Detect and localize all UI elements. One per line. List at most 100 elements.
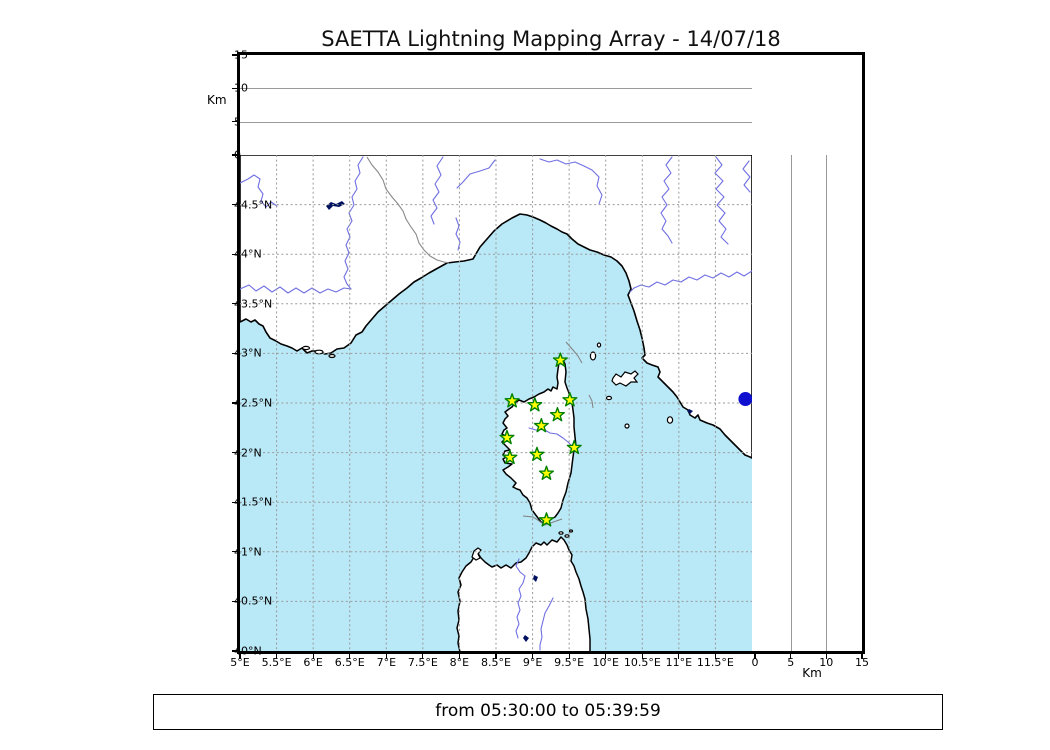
river-arno xyxy=(629,270,752,293)
river-sardinia-1 xyxy=(515,558,526,639)
latitude-tick-mark xyxy=(232,600,237,602)
altitude-tick-label: 5 xyxy=(787,656,795,669)
island-giglio xyxy=(666,416,674,424)
longitude-tick-label: 10.5°E xyxy=(623,656,661,669)
altitude-tick-label: 0 xyxy=(751,656,759,669)
longitude-tick-mark xyxy=(276,654,278,659)
river-var xyxy=(455,217,461,251)
latitude-tick-mark xyxy=(232,303,237,305)
island-montecristo xyxy=(624,423,630,429)
longitude-tick-label: 7.5°E xyxy=(407,656,438,669)
river-italy-2 xyxy=(539,158,603,205)
top-panel-km-label: Km xyxy=(207,93,227,107)
longitude-tick-label: 10°E xyxy=(592,656,619,669)
latitude-tick-mark xyxy=(232,650,237,652)
longitude-tick-label: 7°E xyxy=(376,656,397,669)
longitude-tick-label: 9°E xyxy=(522,656,543,669)
island-pianosa xyxy=(605,395,613,401)
river-italy-3 xyxy=(660,156,673,244)
river-italy-4 xyxy=(714,156,729,245)
river-france-4 xyxy=(430,156,444,225)
altitude-tick-label: 5 xyxy=(234,115,241,129)
figure-title: SAETTA Lightning Mapping Array - 14/07/1… xyxy=(321,27,781,51)
longitude-tick-label: 8.5°E xyxy=(481,656,511,669)
altitude-tick-mark xyxy=(825,654,827,659)
latitude-tick-mark xyxy=(232,452,237,454)
latitude-tick-mark xyxy=(232,551,237,553)
latitude-tick-label: 44°N xyxy=(234,247,262,261)
latitude-tick-label: 41.5°N xyxy=(234,495,273,509)
longitude-tick-mark xyxy=(422,654,424,659)
station-star-marker xyxy=(533,417,549,433)
altitude-gridline xyxy=(240,88,752,90)
lake-serre-poncon xyxy=(326,201,345,210)
latitude-tick-label: 43.5°N xyxy=(234,297,273,311)
longitude-tick-mark xyxy=(678,654,680,659)
longitude-tick-mark xyxy=(714,654,716,659)
altitude-gridline xyxy=(826,155,828,651)
longitude-tick-mark xyxy=(349,654,351,659)
altitude-tick-mark xyxy=(232,154,237,156)
longitude-tick-label: 5.5°E xyxy=(261,656,292,669)
station-star-marker xyxy=(552,352,568,367)
latitude-tick-label: 43°N xyxy=(234,346,262,360)
longitude-tick-label: 9.5°E xyxy=(554,656,585,669)
altitude-tick-mark xyxy=(861,654,863,659)
river-italy-5 xyxy=(742,160,751,193)
altitude-tick-mark xyxy=(754,654,756,659)
corner-panel xyxy=(752,52,865,158)
island-gorgona xyxy=(596,342,602,348)
longitude-tick-mark xyxy=(641,654,643,659)
latitude-tick-label: 40.5°N xyxy=(234,594,273,608)
altitude-tick-label: 10 xyxy=(819,656,834,669)
sea-line-bonifacio xyxy=(522,515,563,526)
latitude-tick-label: 40°N xyxy=(234,644,262,658)
altitude-gridline xyxy=(240,121,752,123)
latitude-tick-label: 42°N xyxy=(234,446,262,460)
map-canvas xyxy=(240,155,752,651)
island-hyeres-3 xyxy=(328,353,336,359)
maritime-lines xyxy=(522,341,594,526)
river-lines xyxy=(240,156,752,651)
altitude-tick-label: 0 xyxy=(234,148,241,162)
island-maddalena-3 xyxy=(568,529,574,533)
station-star-marker xyxy=(538,465,555,480)
latitude-tick-label: 44.5°N xyxy=(234,198,273,212)
lake-sardinia-2 xyxy=(523,635,529,642)
station-star-marker xyxy=(538,512,555,527)
station-star-marker xyxy=(502,449,518,465)
river-france-3 xyxy=(240,284,352,294)
altitude-gridline xyxy=(790,155,792,651)
island-hyeres-1 xyxy=(301,345,311,351)
altitude-tick-label: 15 xyxy=(855,656,869,669)
station-star-marker xyxy=(504,393,520,408)
station-star-marker xyxy=(549,407,565,422)
time-range-text: from 05:30:00 to 05:39:59 xyxy=(435,701,661,721)
longitude-tick-label: 6.5°E xyxy=(334,656,365,669)
longitude-tick-mark xyxy=(495,654,497,659)
longitude-tick-label: 5°E xyxy=(230,656,250,669)
latitude-tick-mark xyxy=(232,501,237,503)
altitude-tick-label: 10 xyxy=(234,81,248,95)
altitude-tick-label: 15 xyxy=(234,48,248,62)
station-star-marker xyxy=(562,392,578,407)
longitude-tick-mark xyxy=(605,654,607,659)
longitude-tick-label: 8°E xyxy=(449,656,470,669)
island-maddalena-2 xyxy=(564,534,570,538)
longitude-tick-mark xyxy=(239,654,241,659)
latitude-tick-mark xyxy=(232,204,237,206)
sea-line-east-corsica xyxy=(588,394,594,409)
longitude-tick-mark xyxy=(385,654,387,659)
station-star-marker xyxy=(566,439,582,455)
latitude-tick-label: 41°N xyxy=(234,545,262,559)
station-star-marker xyxy=(499,429,515,445)
map-marker-layer xyxy=(499,352,752,527)
latitude-tick-mark xyxy=(232,352,237,354)
river-italy-1 xyxy=(456,159,496,189)
altitude-top-panel xyxy=(237,52,755,158)
time-range-box: from 05:30:00 to 05:39:59 xyxy=(153,694,943,730)
longitude-tick-label: 6°E xyxy=(303,656,323,669)
island-capraia xyxy=(589,351,597,361)
latitude-tick-mark xyxy=(232,253,237,255)
